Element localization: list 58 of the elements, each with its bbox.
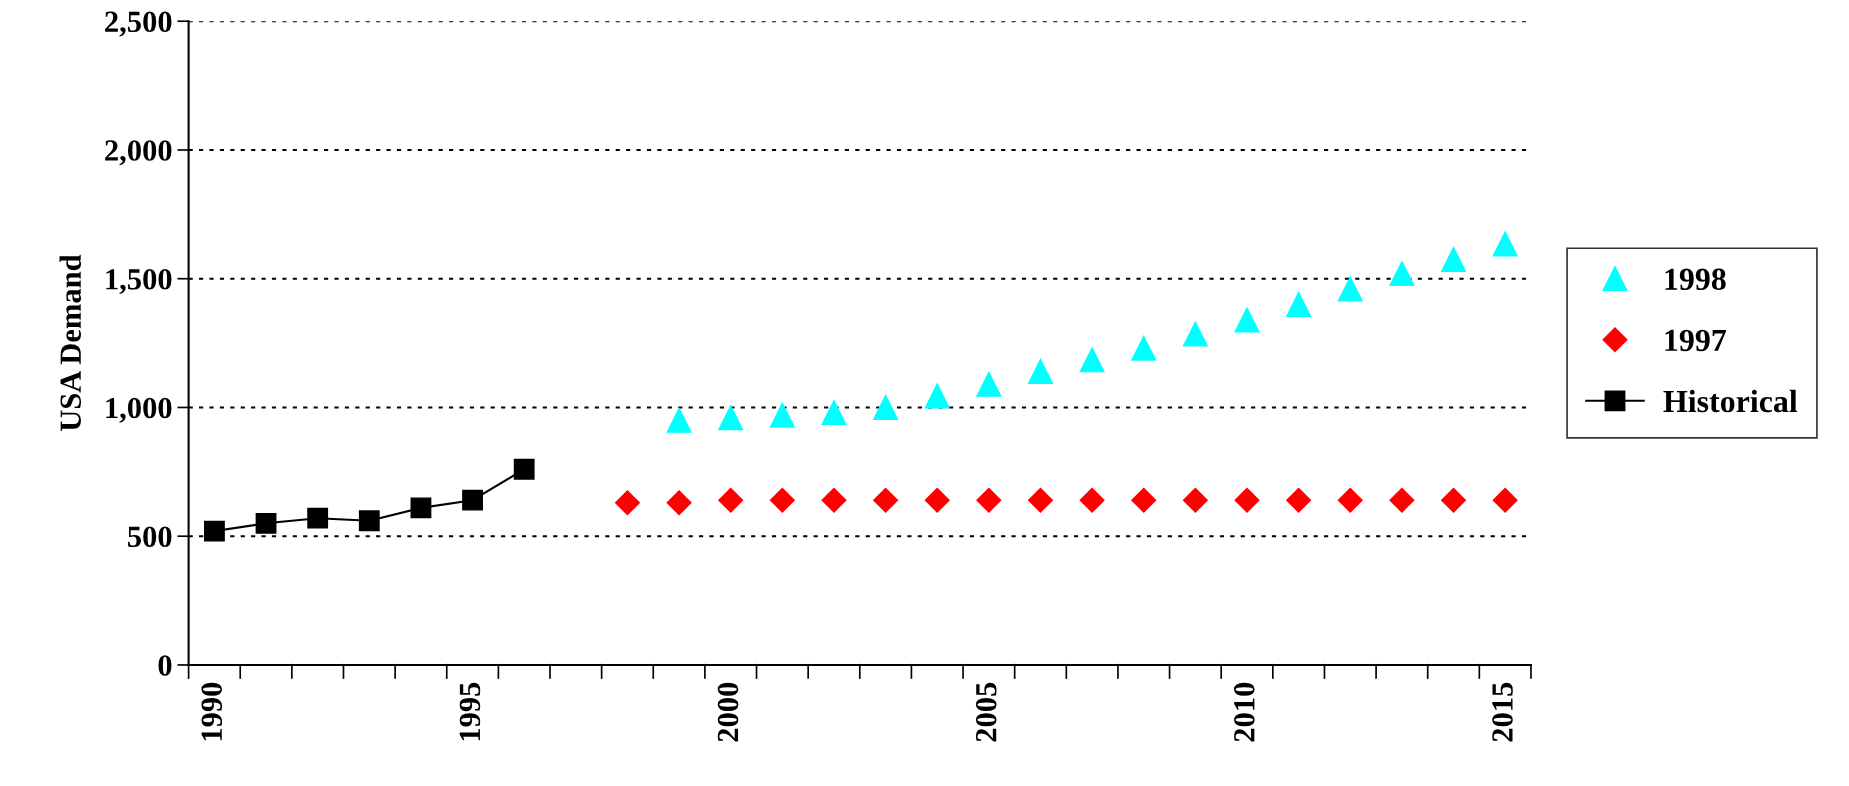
point bbox=[1079, 347, 1105, 373]
point bbox=[873, 487, 899, 513]
y-tick-label: 2,000 bbox=[105, 140, 172, 166]
y-tick-label: 2,500 bbox=[105, 11, 172, 37]
x-tick-label: 2015 bbox=[1492, 682, 1513, 742]
point bbox=[1234, 307, 1260, 333]
y-tick-label: 0 bbox=[158, 655, 172, 676]
x-tick-label: 2000 bbox=[717, 682, 739, 742]
point bbox=[718, 487, 744, 513]
point bbox=[1389, 487, 1415, 513]
point bbox=[1028, 487, 1053, 513]
point bbox=[769, 402, 795, 428]
point bbox=[307, 507, 329, 529]
legend-label: Historical bbox=[1663, 389, 1798, 413]
x-tick-label: 1995 bbox=[459, 682, 481, 741]
x-tick-label: 2010 bbox=[1234, 682, 1255, 742]
point bbox=[1492, 231, 1518, 257]
point bbox=[1027, 358, 1053, 384]
point bbox=[976, 371, 1002, 397]
point bbox=[614, 490, 640, 516]
point bbox=[1131, 335, 1157, 361]
point bbox=[769, 487, 795, 513]
legend-label: 1997 bbox=[1665, 329, 1727, 352]
point bbox=[1131, 487, 1157, 513]
point bbox=[1182, 321, 1208, 347]
point bbox=[666, 490, 692, 516]
point bbox=[1337, 487, 1363, 513]
point bbox=[358, 510, 380, 532]
point bbox=[255, 512, 277, 534]
point bbox=[666, 407, 692, 433]
point bbox=[873, 394, 899, 420]
point bbox=[1286, 291, 1312, 317]
point bbox=[203, 520, 225, 542]
point bbox=[1389, 261, 1415, 287]
point bbox=[821, 400, 847, 426]
point bbox=[1182, 487, 1208, 513]
point bbox=[410, 497, 432, 519]
point bbox=[1441, 246, 1467, 272]
x-tick-label: 1990 bbox=[201, 682, 223, 741]
y-tick-label: 1,500 bbox=[106, 269, 172, 295]
point bbox=[513, 458, 535, 480]
point bbox=[1492, 487, 1518, 513]
point bbox=[462, 489, 483, 511]
point bbox=[1286, 487, 1312, 513]
point bbox=[976, 487, 1002, 513]
point bbox=[924, 383, 950, 409]
point bbox=[924, 487, 950, 513]
point bbox=[1234, 487, 1260, 513]
point bbox=[1079, 487, 1105, 513]
y-axis-title: USA Demand bbox=[59, 254, 81, 432]
point bbox=[821, 487, 847, 513]
point bbox=[1441, 487, 1467, 513]
legend-label: 1998 bbox=[1665, 268, 1726, 291]
point bbox=[1337, 276, 1363, 302]
y-tick-label: 500 bbox=[128, 526, 172, 548]
y-tick-label: 1,000 bbox=[106, 397, 172, 423]
point bbox=[718, 405, 744, 431]
x-tick-label: 2005 bbox=[975, 682, 997, 742]
